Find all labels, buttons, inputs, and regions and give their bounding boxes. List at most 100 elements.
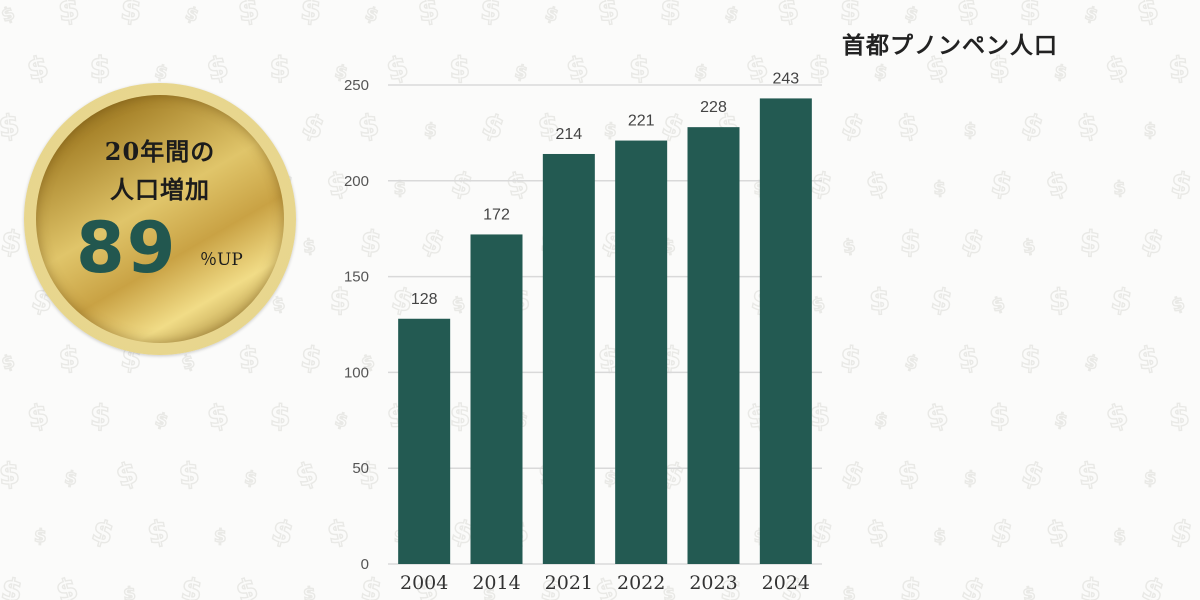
dollar-sign-icon: $ — [269, 399, 290, 434]
bar-2014 — [470, 234, 523, 564]
dollar-sign-icon: $ — [1112, 178, 1126, 200]
bar-2004 — [398, 318, 451, 564]
dollar-sign-icon: $ — [662, 583, 677, 600]
y-tick-label: 100 — [344, 364, 369, 381]
dollar-sign-icon: $ — [719, 572, 743, 600]
dollar-sign-icon: $ — [269, 51, 290, 86]
dollar-sign-icon: $ — [933, 178, 947, 200]
dollar-sign-icon: $ — [0, 572, 25, 600]
dollar-sign-icon: $ — [0, 108, 21, 145]
dollar-sign-icon: $ — [964, 120, 977, 141]
y-tick-label: 0 — [361, 556, 369, 573]
dollar-sign-icon: $ — [1079, 572, 1102, 600]
bar-2024 — [759, 98, 812, 565]
dollar-sign-icon: $ — [299, 340, 324, 377]
dollar-sign-icon: $ — [1053, 409, 1069, 432]
dollar-sign-icon: $ — [628, 50, 651, 86]
dollar-sign-icon: $ — [479, 0, 502, 29]
dollar-sign-icon: $ — [1143, 468, 1157, 490]
dollar-sign-icon: $ — [123, 584, 137, 600]
dollar-sign-icon: $ — [868, 282, 891, 318]
dollar-sign-icon: $ — [933, 526, 946, 547]
dollar-sign-icon: $ — [243, 467, 258, 490]
dollar-sign-icon: $ — [1083, 3, 1100, 26]
dollar-sign-icon: $ — [56, 0, 81, 29]
chart-title: 首都プノンペン人口 — [842, 32, 1058, 59]
dollar-sign-icon: $ — [63, 467, 79, 490]
dollar-sign-icon: $ — [450, 293, 467, 316]
bar-2022 — [615, 140, 668, 564]
dollar-sign-icon: $ — [482, 583, 497, 600]
y-tick-label: 200 — [344, 173, 369, 190]
dollar-sign-icon: $ — [603, 467, 618, 489]
dollar-sign-icon: $ — [841, 235, 857, 258]
dollar-sign-icon: $ — [873, 409, 889, 432]
dollar-sign-icon: $ — [899, 572, 923, 600]
y-tick-label: 150 — [344, 269, 369, 286]
dollar-sign-icon: $ — [270, 293, 287, 316]
growth-badge: 20年間の 人口増加 89 ％UP — [24, 83, 296, 355]
dollar-sign-icon: $ — [423, 120, 437, 142]
dollar-sign-icon: $ — [0, 456, 21, 492]
dollar-sign-icon: $ — [963, 468, 977, 490]
dollar-sign-icon: $ — [839, 340, 862, 376]
dollar-sign-icon: $ — [302, 584, 316, 600]
dollar-sign-icon: $ — [1167, 50, 1191, 87]
dollar-sign-icon: $ — [603, 120, 617, 142]
dollar-sign-icon: $ — [153, 61, 170, 84]
dollar-sign-icon: $ — [177, 456, 201, 493]
data-label: 221 — [628, 113, 655, 130]
dollar-sign-icon: $ — [1019, 0, 1040, 28]
dollar-sign-icon: $ — [236, 0, 262, 29]
growth-badge-inner: 20年間の 人口増加 89 ％UP — [36, 95, 284, 343]
dollar-sign-icon: $ — [415, 0, 441, 30]
x-tick-label: 2004 — [400, 572, 448, 594]
dollar-sign-icon: $ — [1021, 583, 1037, 600]
dollar-sign-icon: $ — [302, 235, 317, 257]
dollar-sign-icon: $ — [1144, 120, 1157, 141]
dollar-sign-icon: $ — [899, 224, 922, 260]
dollar-sign-icon: $ — [237, 340, 261, 377]
dollar-sign-icon: $ — [119, 0, 143, 29]
badge-line-2: 人口増加 — [110, 175, 210, 204]
dollar-sign-icon: $ — [988, 398, 1011, 434]
dollar-sign-icon: $ — [693, 61, 709, 84]
dollar-sign-icon: $ — [808, 50, 831, 86]
dollar-sign-icon: $ — [1053, 61, 1068, 84]
dollar-sign-icon: $ — [330, 283, 351, 318]
dollar-sign-icon: $ — [1021, 235, 1037, 258]
dollar-sign-icon: $ — [1048, 282, 1071, 318]
dollar-sign-icon: $ — [839, 0, 861, 28]
dollar-sign-icon: $ — [214, 526, 227, 547]
dollar-sign-icon: $ — [1199, 341, 1200, 377]
dollar-sign-icon: $ — [1019, 340, 1042, 376]
dollar-sign-icon: $ — [1079, 225, 1101, 261]
dollar-sign-icon: $ — [809, 399, 831, 435]
dollar-sign-icon: $ — [33, 526, 47, 548]
data-label: 128 — [411, 291, 438, 308]
y-tick-label: 250 — [344, 77, 369, 94]
dollar-sign-icon: $ — [1168, 398, 1191, 434]
data-label: 172 — [483, 206, 510, 223]
badge-percent-suffix: ％UP — [200, 250, 243, 270]
dollar-sign-icon: $ — [449, 51, 471, 87]
dollar-sign-icon: $ — [90, 51, 111, 86]
dollar-sign-icon: $ — [903, 3, 921, 27]
dollar-sign-icon: $ — [873, 61, 889, 84]
dollar-sign-icon: $ — [359, 572, 385, 600]
data-label: 243 — [772, 70, 799, 87]
dollar-sign-icon: $ — [153, 409, 171, 433]
dollar-sign-icon: $ — [539, 572, 564, 600]
dollar-sign-icon: $ — [659, 0, 682, 29]
badge-percent-number: 89 — [76, 207, 178, 289]
x-tick-label: 2014 — [472, 572, 520, 594]
dollar-sign-icon: $ — [842, 583, 857, 600]
x-tick-label: 2023 — [689, 572, 737, 594]
x-tick-label: 2024 — [762, 572, 810, 594]
chart-gridlines — [388, 84, 822, 565]
dollar-sign-icon: $ — [513, 61, 529, 84]
dollar-sign-icon: $ — [359, 224, 383, 261]
data-label: 214 — [555, 126, 582, 143]
badge-line-1: 20年間の — [104, 137, 216, 166]
